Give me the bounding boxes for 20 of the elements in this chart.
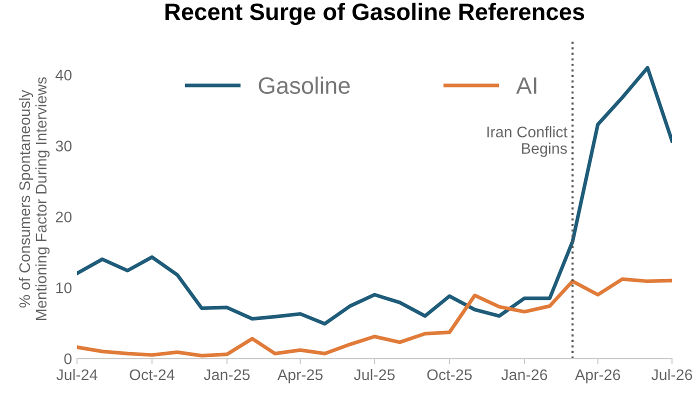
line-series — [77, 66, 672, 326]
x-tick-label: Jan-26 — [501, 369, 548, 380]
y-tick-label: 40 — [56, 70, 72, 81]
y-tick-label: 20 — [56, 212, 72, 222]
x-tick-label: Oct-25 — [427, 369, 472, 380]
chart-title: Recent Surge of Gasoline References — [165, 2, 584, 25]
x-tick-label: Jul-24 — [56, 368, 98, 380]
ref-line-label: Iran Conflict Begins — [487, 126, 568, 157]
legend-label: Gasoline — [258, 76, 350, 94]
x-tick-label: Jul-25 — [354, 368, 395, 380]
x-tick-label: Apr-26 — [574, 369, 620, 384]
x-tick-label: Jan-25 — [204, 369, 250, 380]
x-tick-label: Apr-25 — [277, 369, 323, 384]
x-tick-label: Jul-26 — [651, 368, 692, 380]
x-tick-label: Oct-24 — [130, 369, 174, 380]
y-tick-label: 30 — [56, 140, 72, 152]
legend-label: AI — [516, 77, 536, 94]
y-tick-label: 0 — [64, 353, 72, 364]
y-tick-label: 10 — [56, 282, 72, 294]
y-axis-title: % of Consumers Spontaneously Mentioning Factor During Interviews — [18, 77, 50, 320]
